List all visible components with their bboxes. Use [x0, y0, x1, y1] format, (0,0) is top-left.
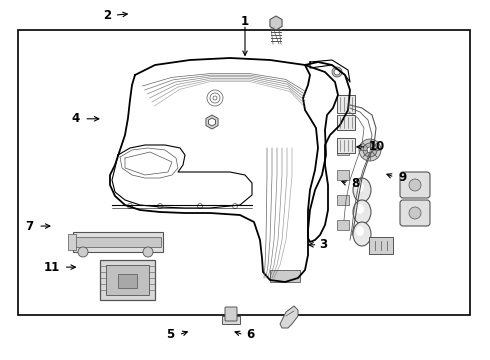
FancyBboxPatch shape	[400, 200, 430, 226]
Bar	[270, 270, 300, 282]
Text: 1: 1	[241, 15, 249, 28]
Bar	[75, 237, 161, 247]
Ellipse shape	[353, 222, 371, 246]
Text: 2: 2	[103, 9, 111, 22]
Bar	[106, 265, 149, 295]
FancyBboxPatch shape	[400, 172, 430, 198]
Ellipse shape	[356, 226, 364, 236]
FancyBboxPatch shape	[225, 307, 237, 321]
Text: 6: 6	[246, 328, 254, 341]
Bar	[337, 220, 349, 230]
Text: 11: 11	[43, 261, 60, 274]
Text: 4: 4	[72, 112, 80, 125]
Text: 9: 9	[399, 171, 407, 184]
Text: 3: 3	[319, 238, 327, 251]
Bar	[337, 145, 349, 155]
Text: 7: 7	[25, 220, 33, 233]
Bar	[18, 30, 470, 315]
Circle shape	[363, 143, 377, 157]
Text: 10: 10	[368, 140, 385, 153]
Text: 8: 8	[352, 177, 360, 190]
Bar	[337, 95, 349, 105]
Circle shape	[409, 179, 421, 191]
Circle shape	[78, 247, 88, 257]
Bar	[68, 234, 76, 250]
Circle shape	[143, 247, 153, 257]
Ellipse shape	[356, 204, 364, 214]
Circle shape	[409, 207, 421, 219]
Text: 5: 5	[167, 328, 174, 341]
Ellipse shape	[353, 178, 371, 202]
Ellipse shape	[356, 182, 364, 192]
Bar	[337, 95, 355, 113]
Ellipse shape	[353, 200, 371, 224]
Bar	[337, 138, 355, 153]
Bar	[222, 316, 240, 324]
Bar	[337, 120, 349, 130]
Bar	[337, 195, 349, 205]
Bar	[118, 274, 137, 288]
FancyBboxPatch shape	[369, 237, 393, 254]
Bar	[100, 260, 155, 300]
Circle shape	[334, 69, 340, 75]
Circle shape	[332, 67, 342, 77]
Circle shape	[359, 139, 381, 161]
Bar	[337, 170, 349, 180]
Circle shape	[367, 147, 373, 153]
Bar	[73, 232, 163, 252]
Polygon shape	[280, 306, 298, 328]
Bar	[337, 115, 355, 130]
